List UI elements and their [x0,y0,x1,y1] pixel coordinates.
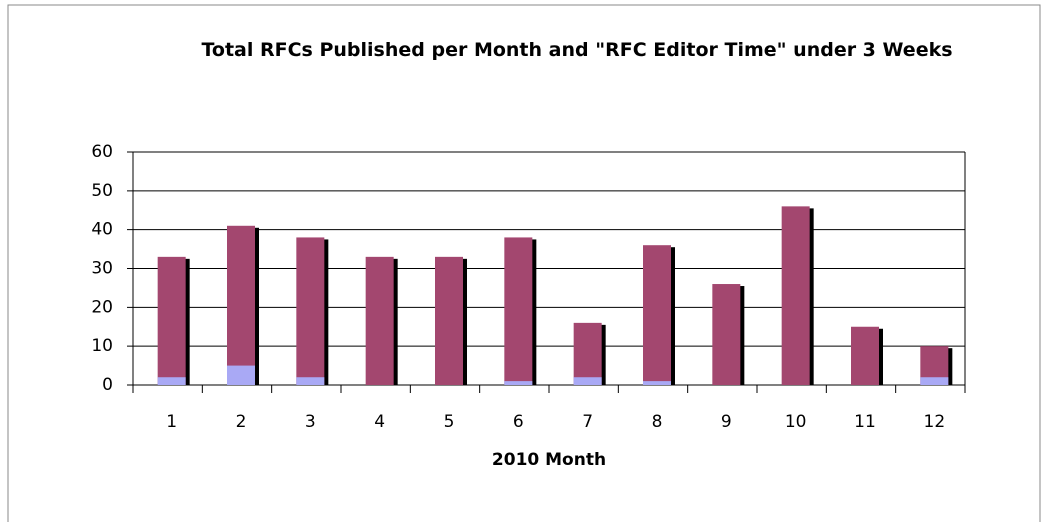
x-tick-label: 2 [236,412,247,432]
bar [435,256,463,385]
bar [781,206,810,385]
bar [365,256,394,385]
bar [504,381,533,385]
bar [851,326,879,385]
bar [643,381,671,385]
x-tick-label: 6 [513,412,524,432]
x-tick-label: 12 [924,412,946,432]
y-tick-label: 60 [91,142,113,162]
bar [504,237,533,385]
x-tick-label: 11 [854,412,876,432]
bar [643,245,671,385]
bar [712,284,741,385]
bar [227,365,255,385]
x-tick-label: 7 [582,412,593,432]
x-tick-label: 8 [652,412,663,432]
x-tick-label: 5 [444,412,455,432]
y-tick-label: 40 [91,220,113,240]
y-tick-label: 10 [91,336,113,356]
x-axis-label: 2010 Month [492,450,606,470]
y-tick-label: 50 [91,181,113,201]
x-tick-label: 9 [721,412,732,432]
chart-frame [7,4,1041,522]
x-tick-label: 1 [166,412,177,432]
bar [920,377,949,385]
bar [296,377,325,385]
bar [157,377,186,385]
bar [157,256,186,385]
x-tick-label: 3 [305,412,316,432]
bar [227,225,255,385]
y-tick-label: 0 [102,375,113,395]
x-tick-label: 4 [374,412,385,432]
x-tick-label: 10 [785,412,807,432]
y-tick-label: 20 [91,297,113,317]
bar [573,322,602,385]
bar [573,377,602,385]
bar [296,237,325,385]
chart-title: Total RFCs Published per Month and "RFC … [201,39,953,61]
y-tick-label: 30 [91,259,113,279]
